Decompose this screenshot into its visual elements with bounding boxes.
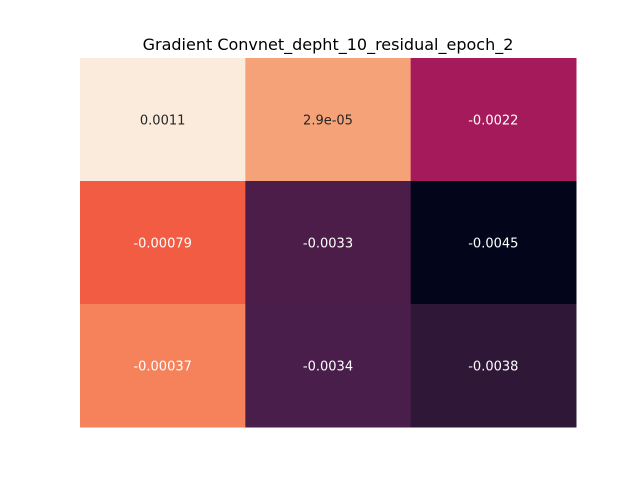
cell-value-label-r0-c1: 2.9e-05 (303, 114, 353, 129)
heatmap-cell-r1-c2 (410, 181, 577, 305)
cell-value-label-r2-c1: -0.0034 (303, 360, 353, 375)
cell-value-label-r2-c2: -0.0038 (468, 360, 518, 375)
cell-value-label-r1-c1: -0.0033 (303, 237, 353, 252)
cell-value-label-r1-c2: -0.0045 (468, 237, 518, 252)
chart-title: Gradient Convnet_depht_10_residual_epoch… (143, 35, 514, 55)
cell-value-label-r0-c0: 0.0011 (140, 114, 186, 129)
cell-value-label-r2-c0: -0.00037 (133, 360, 191, 375)
heatmap-cell-r0-c1 (245, 58, 412, 182)
heatmap-cell-r2-c2 (410, 304, 577, 428)
heatmap-cell-r1-c0 (80, 181, 246, 305)
heatmap-cell-r0-c0 (80, 58, 246, 182)
heatmap-cell-r1-c1 (245, 181, 412, 305)
heatmap-cell-r0-c2 (410, 58, 577, 182)
cell-value-label-r0-c2: -0.0022 (468, 114, 518, 129)
heatmap-cell-r2-c1 (245, 304, 412, 428)
heatmap-cell-r2-c0 (80, 304, 246, 428)
cell-value-label-r1-c0: -0.00079 (133, 237, 191, 252)
heatmap-cells: 0.0011 2.9e-05 -0.0022 -0.00079 -0.0033 -0.00… (80, 58, 577, 428)
